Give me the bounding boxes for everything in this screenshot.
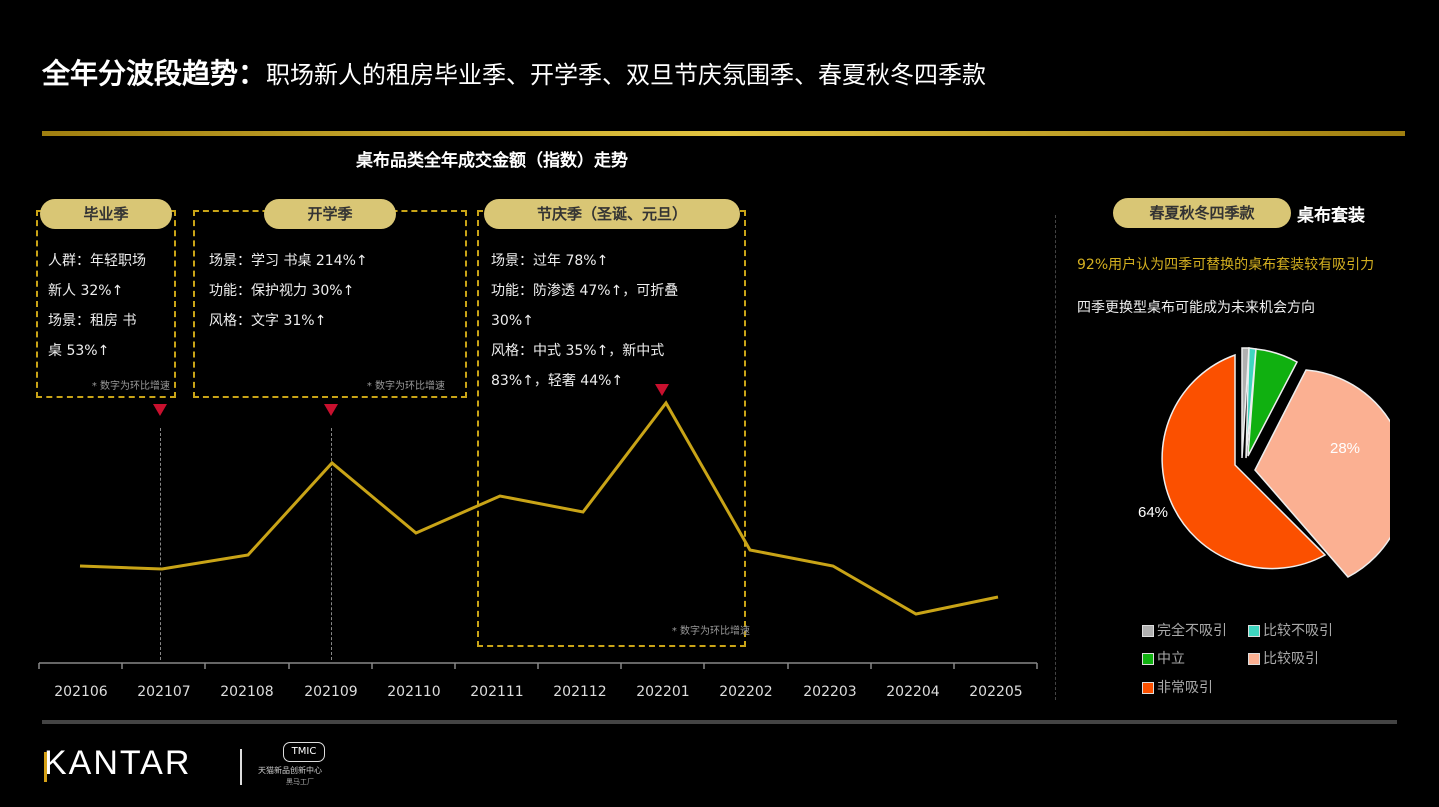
x-tick-label: 202205 (969, 684, 1023, 700)
box-line: 风格：中式 35%↑，新中式 (491, 343, 665, 359)
marker-202107-icon (153, 404, 167, 416)
page-title-rest: 职场新人的租房毕业季、开学季、双旦节庆氛围季、春夏秋冬四季款 (266, 61, 987, 89)
marker-202109-icon (324, 404, 338, 416)
box-line: 人群：年轻职场 (48, 253, 146, 269)
legend-swatch-icon (1248, 625, 1260, 637)
graduation-season-box: 人群：年轻职场 新人 32%↑ 场景：租房 书 桌 53%↑ * 数字为环比增速 (36, 210, 176, 398)
legend-swatch-icon (1248, 653, 1260, 665)
pie-label-28: 28% (1330, 440, 1360, 457)
sub-text: 四季更换型桌布可能成为未来机会方向 (1077, 300, 1315, 316)
x-tick-label: 202204 (886, 684, 940, 700)
box-line: 功能：防渗透 47%↑，可折叠 (491, 283, 679, 299)
box-note: * 数字为环比增速 (366, 381, 445, 392)
x-tick-label: 202106 (54, 684, 108, 700)
legend-item: 非常吸引 (1142, 677, 1213, 697)
x-tick-label: 202111 (470, 684, 524, 700)
box-line: 83%↑，轻奢 44%↑ (491, 373, 624, 389)
panel-separator (1055, 215, 1056, 700)
x-tick-label: 202107 (137, 684, 191, 700)
legend-item: 完全不吸引 (1142, 620, 1227, 640)
festival-season-pill: 节庆季（圣诞、元旦） (484, 199, 740, 229)
partner-line2: 黑马工厂 (286, 778, 314, 786)
x-tick-label: 202202 (719, 684, 773, 700)
pie-slice-neutral (1247, 348, 1299, 457)
logo-separator (240, 749, 242, 785)
box-note: * 数字为环比增速 (671, 626, 750, 637)
school-season-pill: 开学季 (264, 199, 396, 229)
tmic-logo-icon: TMIC (283, 742, 325, 762)
page-title: 全年分波段趋势：职场新人的租房毕业季、开学季、双旦节庆氛围季、春夏秋冬四季款 (42, 52, 986, 92)
line-chart (38, 400, 1038, 669)
kantar-logo: KANTAR (44, 744, 192, 782)
legend-item: 中立 (1142, 648, 1185, 668)
legend-swatch-icon (1142, 682, 1154, 694)
graduation-season-pill: 毕业季 (40, 199, 172, 229)
box-line: 功能：保护视力 30%↑ (209, 283, 355, 299)
pie-label-64: 64% (1138, 504, 1168, 521)
box-note: * 数字为环比增速 (91, 381, 170, 392)
box-line: 30%↑ (491, 313, 534, 329)
footer-divider (42, 720, 1397, 724)
x-tick-label: 202108 (220, 684, 274, 700)
x-tick-label: 202201 (636, 684, 690, 700)
highlight-text: 92%用户认为四季可替换的桌布套装较有吸引力 (1077, 257, 1375, 273)
pie-slice-very (1161, 353, 1327, 570)
box-line: 新人 32%↑ (48, 283, 124, 299)
four-season-pill: 春夏秋冬四季款 (1113, 198, 1291, 228)
pie-slice-somewhat (1254, 369, 1390, 578)
box-line: 风格：文字 31%↑ (209, 313, 327, 329)
school-season-box: 场景：学习 书桌 214%↑ 功能：保护视力 30%↑ 风格：文字 31%↑ *… (193, 210, 467, 398)
x-tick-label: 202109 (304, 684, 358, 700)
box-line: 场景：学习 书桌 214%↑ (209, 253, 368, 269)
box-line: 桌 53%↑ (48, 343, 110, 359)
partner-line1: 天猫新品创新中心 (258, 766, 322, 775)
legend-swatch-icon (1142, 625, 1154, 637)
marker-202201-icon (655, 384, 669, 396)
gold-divider (42, 131, 1405, 136)
legend-swatch-icon (1142, 653, 1154, 665)
page-title-bold: 全年分波段趋势： (42, 57, 267, 90)
marker-line-202109 (331, 428, 332, 660)
line-chart-title: 桌布品类全年成交金额（指数）走势 (356, 151, 628, 171)
pie-chart: 28% 64% (1138, 347, 1390, 578)
x-tick-label: 202112 (553, 684, 607, 700)
marker-line-202107 (160, 428, 161, 660)
x-tick-label: 202110 (387, 684, 441, 700)
kantar-accent (44, 752, 47, 782)
four-season-suffix: 桌布套装 (1297, 206, 1365, 226)
x-tick-label: 202203 (803, 684, 857, 700)
legend-item: 比较吸引 (1248, 648, 1319, 668)
box-line: 场景：租房 书 (48, 313, 137, 329)
trend-line (79, 400, 999, 616)
legend-item: 比较不吸引 (1248, 620, 1333, 640)
box-line: 场景：过年 78%↑ (491, 253, 609, 269)
